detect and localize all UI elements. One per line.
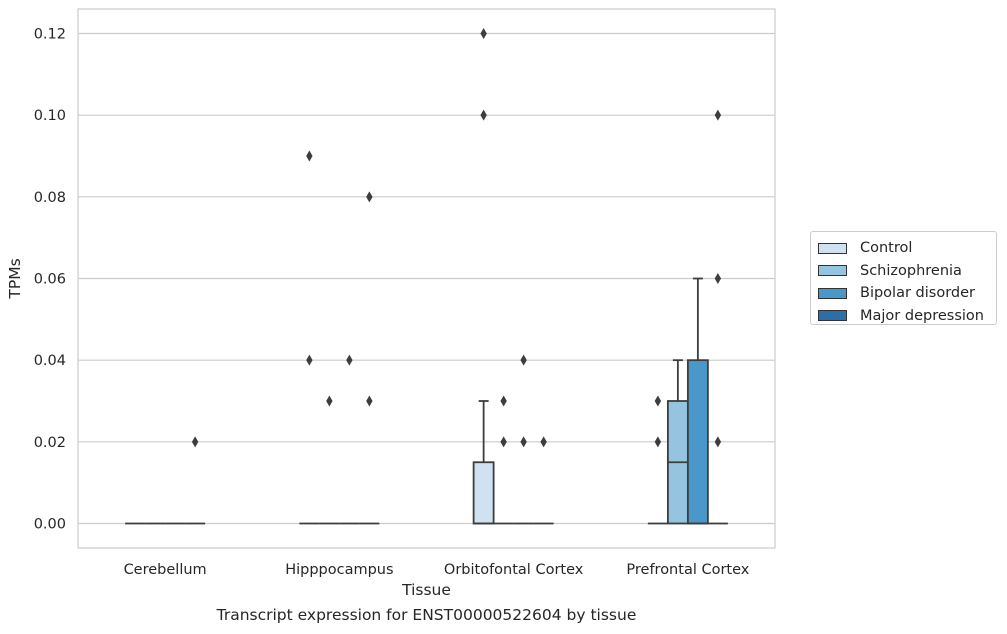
outlier-point (306, 354, 313, 366)
outlier-point (500, 436, 507, 448)
outlier-point (520, 436, 527, 448)
legend-label: Schizophrenia (860, 262, 962, 279)
x-axis-label: Tissue (401, 581, 451, 599)
y-tick-label: 0.02 (34, 435, 66, 451)
outlier-point (714, 436, 722, 448)
outlier-point (366, 191, 373, 203)
outlier-point (306, 150, 313, 162)
legend-swatch (818, 265, 847, 277)
outlier-point (654, 436, 662, 448)
legend: Control Schizophrenia Bipolar disorder Majo… (810, 231, 997, 325)
outlier-point (654, 395, 662, 407)
outlier-point (346, 354, 353, 366)
box (686, 359, 709, 525)
outlier-point (326, 395, 333, 407)
legend-label: Major depression (860, 307, 984, 324)
outlier-point (366, 395, 373, 407)
outlier-point (500, 395, 507, 407)
legend-swatch (818, 310, 847, 322)
outlier-point (520, 354, 527, 366)
x-tick-label: Hipppocampus (285, 562, 393, 578)
y-tick-label: 0.12 (34, 27, 66, 43)
x-tick-label: Prefrontal Cortex (626, 562, 749, 578)
y-tick-label: 0.04 (34, 353, 66, 369)
outlier-point (480, 109, 487, 121)
legend-item: Bipolar disorder (818, 282, 996, 305)
legend-item: Control (818, 237, 996, 260)
outlier-point (480, 28, 487, 39)
chart-caption: Transcript expression for ENST0000052260… (216, 606, 637, 624)
legend-label: Bipolar disorder (860, 285, 975, 302)
legend-swatch (818, 287, 847, 299)
outlier-point (191, 436, 199, 448)
y-tick-label: 0.10 (34, 108, 66, 124)
outlier-point (714, 273, 722, 284)
y-tick-label: 0.08 (34, 190, 66, 206)
outlier-point (540, 436, 547, 448)
y-tick-label: 0.00 (34, 517, 66, 533)
outlier-point (714, 109, 722, 121)
box (472, 461, 495, 525)
y-tick-label: 0.06 (34, 272, 66, 288)
legend-item: Major depression (818, 305, 996, 328)
legend-swatch (818, 242, 847, 254)
y-axis-label: TPMs (6, 258, 24, 299)
legend-item: Schizophrenia (818, 260, 996, 283)
legend-label: Control (860, 240, 913, 257)
x-tick-label: Orbitofontal Cortex (444, 562, 584, 578)
x-tick-label: Cerebellum (124, 562, 207, 578)
